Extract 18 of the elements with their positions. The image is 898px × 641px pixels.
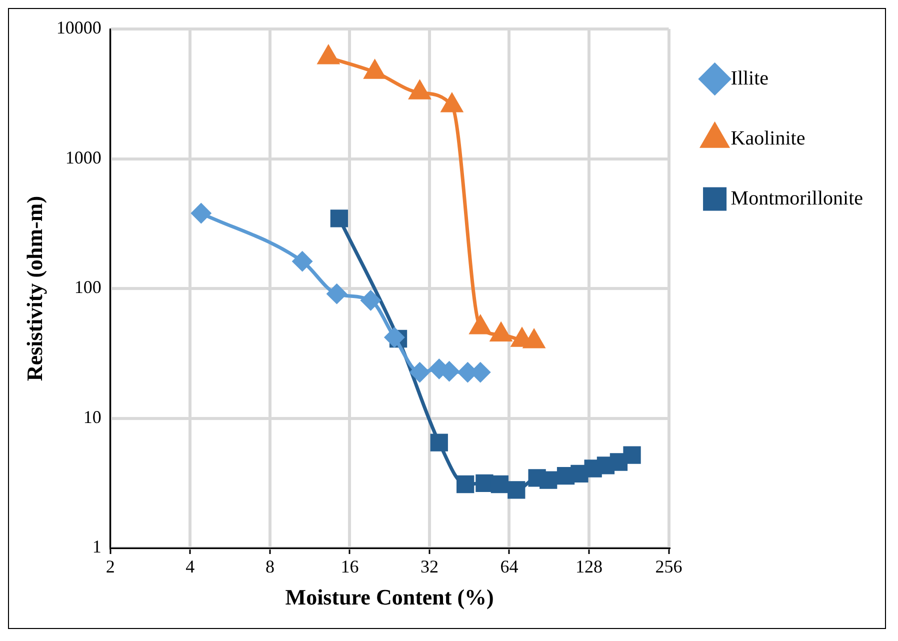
x-axis-title: Moisture Content (%) bbox=[285, 584, 494, 610]
y-axis-title: Resistivity (ohm-m) bbox=[22, 196, 47, 382]
x-tick-label: 64 bbox=[500, 556, 518, 577]
y-tick-label: 100 bbox=[74, 277, 102, 298]
legend-label: Illite bbox=[730, 67, 769, 90]
legend-label: Montmorillonite bbox=[730, 187, 864, 210]
y-tick-label: 10000 bbox=[56, 18, 102, 38]
x-tick-label: 2 bbox=[106, 556, 115, 577]
x-tick-label: 256 bbox=[655, 556, 682, 577]
x-tick-label: 128 bbox=[576, 556, 603, 577]
legend-label: Kaolinite bbox=[730, 127, 806, 150]
x-tick-label: 16 bbox=[340, 556, 359, 577]
x-tick-label: 4 bbox=[186, 556, 195, 577]
y-tick-label: 1 bbox=[92, 536, 102, 557]
y-tick-label: 1000 bbox=[65, 147, 102, 168]
y-tick-label: 10 bbox=[83, 406, 102, 427]
x-tick-label: 32 bbox=[420, 556, 438, 577]
x-tick-label: 8 bbox=[265, 556, 274, 577]
